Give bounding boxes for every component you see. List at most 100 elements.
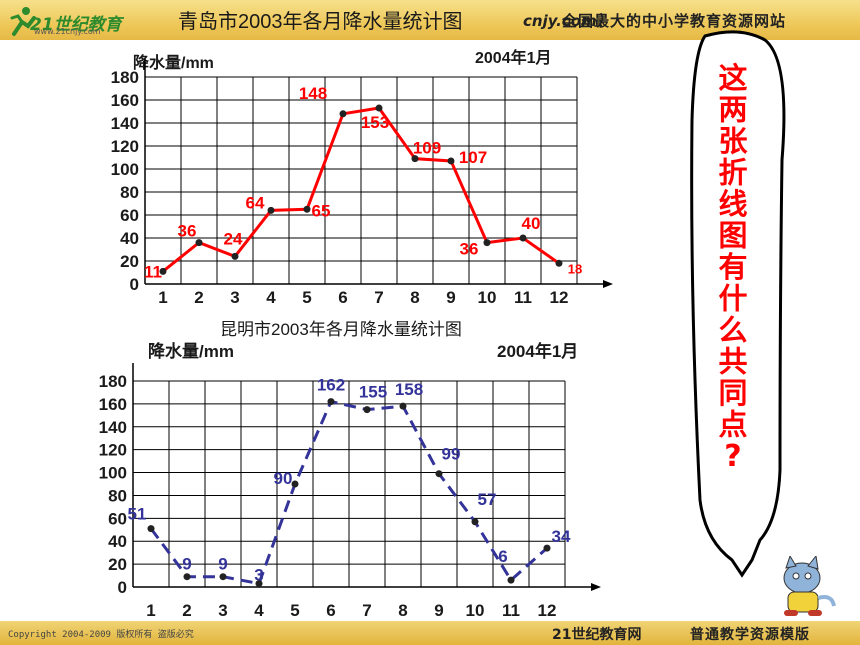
y-tick-label: 20	[108, 555, 127, 574]
y-tick-label: 140	[111, 114, 139, 133]
y-tick-label: 60	[108, 509, 127, 528]
callout-char: 这	[718, 61, 747, 95]
data-point	[219, 573, 227, 581]
data-label: 65	[312, 201, 331, 220]
speech-bubble	[690, 30, 786, 578]
data-label: 51	[128, 505, 147, 524]
x-tick-label: 2	[182, 601, 191, 620]
x-tick-label: 6	[326, 601, 335, 620]
data-label: 6	[498, 547, 507, 566]
data-label: 109	[413, 139, 441, 158]
data-point	[291, 480, 299, 488]
data-point	[303, 205, 311, 213]
y-tick-label: 100	[111, 160, 139, 179]
data-label: 9	[218, 555, 227, 574]
y-tick-label: 140	[99, 418, 127, 437]
y-tick-label: 120	[99, 441, 127, 460]
x-tick-label: 2	[194, 288, 203, 307]
x-tick-label: 12	[538, 601, 557, 620]
callout-char: 两	[718, 93, 747, 127]
y-tick-label: 80	[108, 486, 127, 505]
data-point	[375, 104, 383, 112]
copyright-text: Copyright 2004-2009 版权所有 盗版必究	[8, 630, 194, 640]
x-tick-label: 5	[302, 288, 311, 307]
data-point	[471, 518, 479, 526]
chart1-ylabel: 降水量/mm	[133, 53, 214, 72]
callout-char: 共	[718, 345, 747, 379]
y-tick-label: 180	[111, 68, 139, 87]
x-tick-label: 8	[398, 601, 407, 620]
site-logo	[8, 4, 168, 38]
y-tick-label: 40	[108, 532, 127, 551]
data-point	[519, 234, 527, 242]
data-point	[231, 252, 239, 260]
data-label: 36	[460, 240, 479, 259]
chart1-date-note: 2004年1月	[475, 48, 552, 67]
data-label: 107	[459, 148, 487, 167]
series-line	[162, 106, 560, 273]
data-label: 24	[224, 229, 243, 248]
callout-char: ?	[724, 439, 741, 474]
callout-char: 什	[718, 282, 747, 316]
x-tick-label: 4	[254, 601, 264, 620]
data-point	[447, 157, 455, 165]
y-tick-label: 20	[120, 252, 139, 271]
y-tick-label: 0	[118, 578, 127, 597]
x-tick-label: 12	[550, 288, 569, 307]
x-tick-label: 7	[374, 288, 383, 307]
x-tick-label: 9	[434, 601, 443, 620]
data-label: 153	[361, 113, 389, 132]
callout-char: 图	[718, 219, 747, 253]
x-tick-label: 1	[146, 601, 155, 620]
y-tick-label: 180	[99, 372, 127, 391]
data-label: 148	[299, 84, 327, 103]
data-label: 158	[395, 380, 423, 399]
x-tick-label: 8	[410, 288, 419, 307]
data-label: 36	[178, 222, 197, 241]
data-point	[363, 406, 371, 414]
data-point	[483, 239, 491, 247]
y-tick-label: 160	[111, 91, 139, 110]
y-tick-label: 60	[120, 206, 139, 225]
data-point	[159, 267, 167, 275]
callout-char: 折	[718, 156, 747, 190]
cartoon-cat-mascot	[772, 554, 842, 618]
y-tick-label: 80	[120, 183, 139, 202]
data-point	[147, 525, 155, 533]
footer-bar	[0, 621, 860, 645]
data-point	[399, 402, 407, 410]
x-tick-label: 7	[362, 601, 371, 620]
x-tick-label: 4	[266, 288, 276, 307]
data-point	[267, 206, 275, 214]
data-point	[195, 239, 203, 247]
callout-char: 线	[718, 187, 747, 221]
chart2-title: 昆明市2003年各月降水量统计图	[220, 320, 462, 339]
x-tick-label: 3	[230, 288, 239, 307]
callout-char: 点	[718, 408, 747, 442]
data-label: 90	[274, 469, 293, 488]
logo-text: 21世纪教育	[30, 15, 122, 35]
callout-char: 么	[718, 313, 747, 347]
data-label: 3	[254, 566, 263, 585]
data-label: 64	[246, 193, 265, 212]
data-label: 40	[522, 214, 541, 233]
y-tick-label: 100	[99, 464, 127, 483]
data-point	[183, 573, 191, 581]
data-label: 155	[359, 383, 387, 402]
data-point	[255, 580, 263, 588]
chart2-ylabel: 降水量/mm	[148, 341, 234, 361]
callout-char: 有	[718, 250, 747, 284]
x-tick-label: 6	[338, 288, 347, 307]
x-axis-arrow	[603, 280, 613, 288]
x-tick-label: 1	[158, 288, 167, 307]
url-fragment: cnjy.com）	[523, 12, 612, 30]
chart2-date-note: 2004年1月	[497, 341, 578, 361]
x-tick-label: 3	[218, 601, 227, 620]
data-point	[507, 576, 515, 584]
series-line	[149, 399, 548, 586]
footer-template-name: 普通教学资源模版	[690, 627, 810, 643]
x-tick-label: 9	[446, 288, 455, 307]
